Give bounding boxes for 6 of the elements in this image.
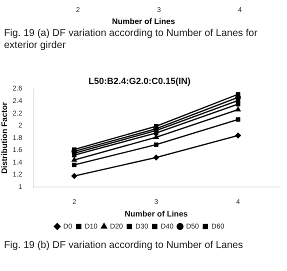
chart-title: L50:B2.4:G2.0:C0.15(IN) (88, 76, 191, 86)
y-axis-title: Distribution Factor (0, 102, 10, 174)
caption: Fig. 19 (b) DF variation according to Number of Lanes (4, 240, 244, 252)
caption: Fig. 19 (a) DF variation according to Number of Lanes for exterior girder (3, 28, 258, 52)
text: Number of Lines (112, 17, 176, 26)
x-axis-title: Number of Lines (124, 209, 188, 218)
